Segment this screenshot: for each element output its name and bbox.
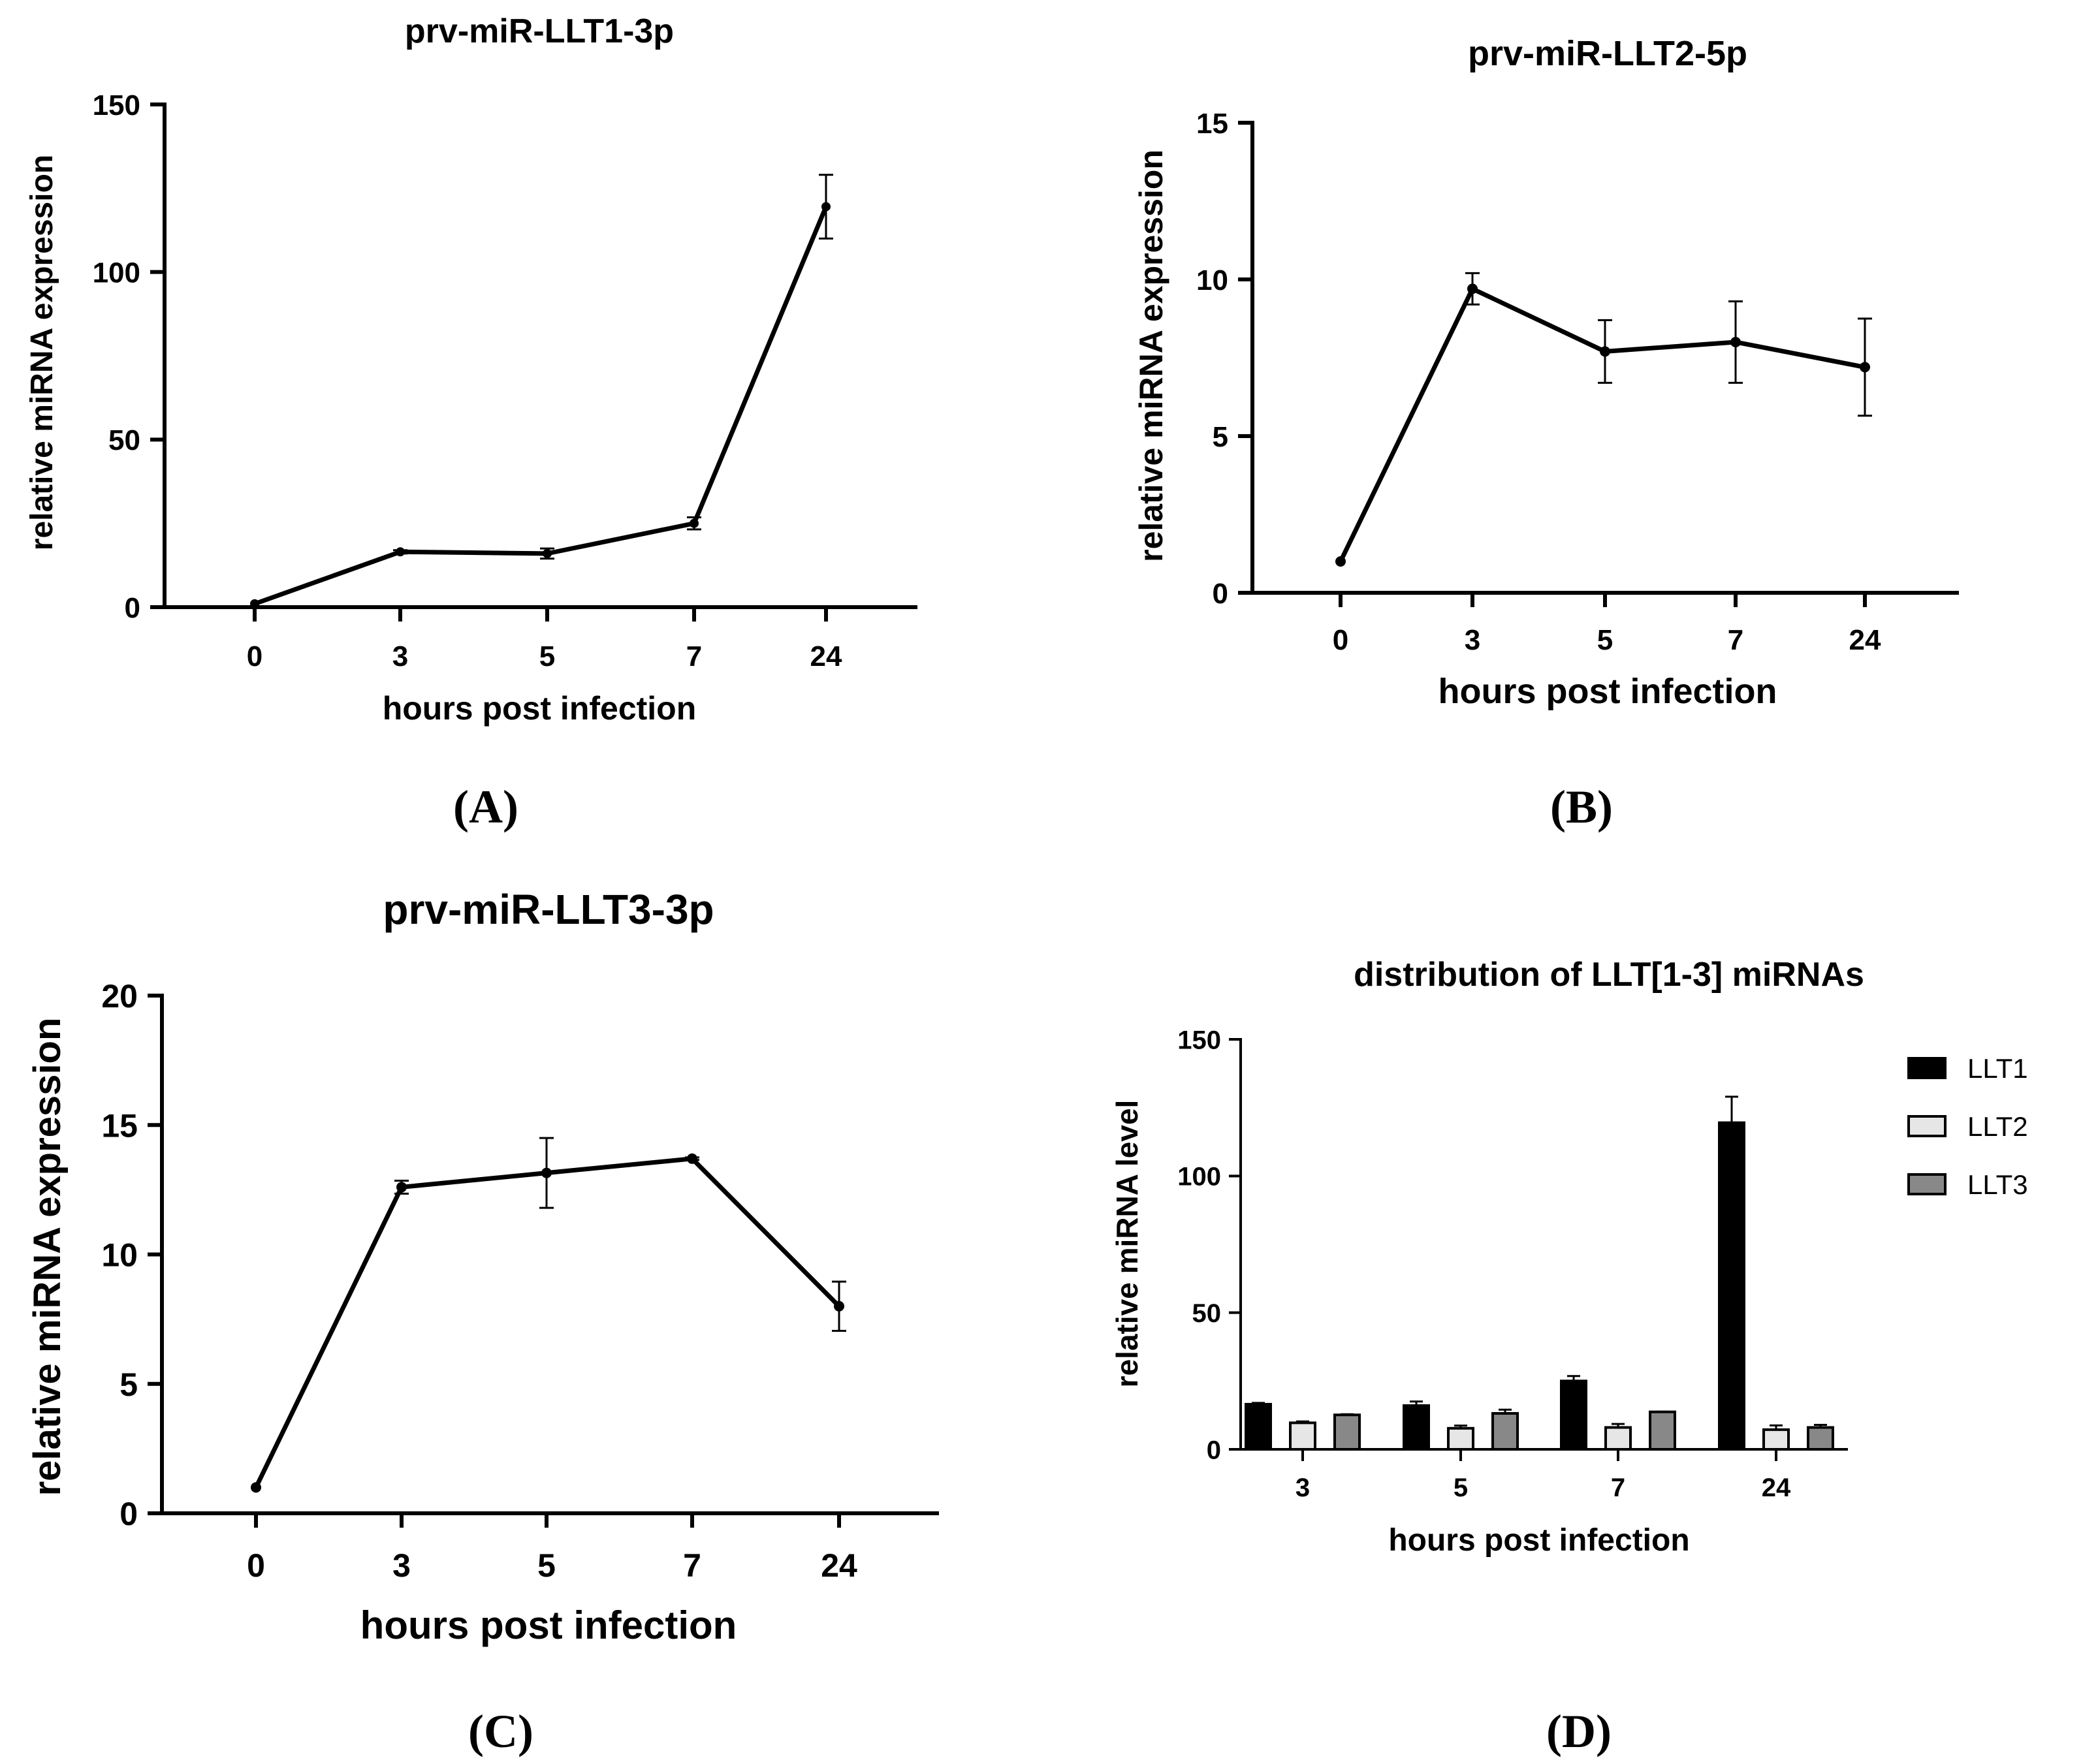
- chart-a-point: [396, 547, 405, 557]
- chart-b: prv-miR-LLT2-5p relative miRNA expressio…: [1133, 34, 1959, 833]
- chart-c-point: [541, 1167, 552, 1178]
- chart-d-bar-llt2: [1289, 1421, 1316, 1451]
- chart-b-x-tick-label: 24: [1849, 624, 1881, 656]
- chart-d-xlabel: hours post infection: [1388, 1523, 1689, 1558]
- chart-d-bar-llt3: [1807, 1426, 1834, 1451]
- chart-d-bar-llt2: [1762, 1428, 1790, 1451]
- chart-a-x-tick-label: 7: [686, 640, 702, 672]
- chart-d-x-tick-label: 7: [1611, 1473, 1625, 1502]
- chart-c-y-tick-label: 15: [101, 1107, 138, 1144]
- chart-a-xlabel: hours post infection: [383, 690, 697, 727]
- chart-d-bar-llt2: [1447, 1426, 1474, 1451]
- chart-d: distribution of LLT[1-3] miRNAs relative…: [1110, 956, 2028, 1757]
- chart-a-ylabel: relative miRNA expression: [25, 155, 59, 550]
- legend-label-llt3: LLT3: [1967, 1169, 2028, 1200]
- chart-a-point: [250, 599, 259, 608]
- chart-a-y-tick-label: 150: [93, 89, 140, 121]
- chart-b-point: [1467, 283, 1478, 294]
- chart-c-y-tick-label: 20: [101, 978, 138, 1015]
- chart-d-bar-llt3: [1333, 1413, 1361, 1451]
- chart-b-y-tick-label: 10: [1196, 264, 1228, 296]
- chart-c-point: [396, 1182, 407, 1193]
- chart-c-ylabel: relative miRNA expression: [26, 1018, 69, 1496]
- chart-a-title: prv-miR-LLT1-3p: [405, 12, 674, 50]
- chart-a-point: [690, 518, 699, 528]
- chart-c: prv-miR-LLT3-3p relative miRNA expressio…: [26, 886, 939, 1757]
- chart-d-x-tick-label: 5: [1454, 1473, 1468, 1502]
- chart-c-panel-label: (C): [468, 1705, 533, 1757]
- chart-a-y-tick-label: 100: [93, 257, 140, 289]
- chart-c-x-tick-label: 7: [683, 1547, 701, 1584]
- chart-b-ylabel: relative miRNA expression: [1133, 150, 1169, 562]
- chart-b-x-tick-label: 3: [1465, 624, 1480, 656]
- chart-c-point: [687, 1153, 697, 1164]
- chart-c-x-tick-label: 3: [392, 1547, 411, 1584]
- chart-b-y-tick-label: 5: [1213, 421, 1228, 453]
- chart-d-bar-llt1: [1245, 1402, 1272, 1451]
- chart-b-x-tick-label: 0: [1333, 624, 1348, 656]
- chart-c-xlabel: hours post infection: [360, 1603, 737, 1647]
- chart-b-panel-label: (B): [1550, 781, 1613, 833]
- chart-b-point: [1335, 556, 1346, 567]
- chart-d-bar-llt1: [1560, 1379, 1587, 1451]
- legend-swatch-llt3: [1907, 1173, 1947, 1195]
- chart-b-point: [1600, 346, 1610, 357]
- chart-c-x-tick-label: 5: [537, 1547, 556, 1584]
- chart-b-point: [1860, 362, 1870, 373]
- legend-swatch-llt1: [1907, 1057, 1947, 1079]
- chart-d-y-tick-label: 150: [1177, 1026, 1221, 1054]
- chart-d-x-tick-label: 24: [1762, 1473, 1791, 1502]
- legend-label-llt1: LLT1: [1967, 1053, 2028, 1084]
- chart-d-legend: LLT1 LLT2 LLT3: [1907, 1053, 2028, 1200]
- chart-d-bar-llt2: [1604, 1426, 1632, 1451]
- chart-d-panel-label: (D): [1546, 1705, 1612, 1757]
- chart-c-x-tick-label: 24: [821, 1547, 857, 1584]
- chart-a-x-tick-label: 0: [247, 640, 262, 672]
- chart-d-x-tick-label: 3: [1295, 1473, 1310, 1502]
- chart-a-point: [543, 548, 552, 558]
- chart-d-y-tick-label: 50: [1192, 1299, 1222, 1328]
- chart-d-y-tick-label: 0: [1207, 1436, 1221, 1464]
- chart-c-title: prv-miR-LLT3-3p: [383, 886, 714, 933]
- chart-d-bar-llt3: [1491, 1411, 1519, 1451]
- chart-a-x-tick-label: 24: [810, 640, 842, 672]
- chart-b-title: prv-miR-LLT2-5p: [1468, 34, 1747, 73]
- chart-b-point: [1730, 337, 1741, 347]
- chart-c-point: [251, 1482, 261, 1493]
- chart-d-ylabel: relative miRNA level: [1110, 1100, 1144, 1388]
- chart-a-point: [821, 202, 831, 212]
- chart-d-y-tick-label: 100: [1177, 1163, 1221, 1191]
- legend-swatch-llt2: [1907, 1115, 1947, 1137]
- chart-d-bar-llt1: [1718, 1121, 1745, 1451]
- chart-d-title: distribution of LLT[1-3] miRNAs: [1354, 956, 1864, 994]
- chart-c-point: [834, 1300, 844, 1312]
- chart-c-x-tick-label: 0: [247, 1547, 265, 1584]
- chart-b-xlabel: hours post infection: [1438, 672, 1777, 711]
- chart-a-panel-label: (A): [453, 781, 518, 833]
- chart-c-y-tick-label: 0: [119, 1496, 138, 1532]
- legend-label-llt2: LLT2: [1967, 1111, 2028, 1142]
- chart-a-y-tick-label: 0: [125, 592, 140, 624]
- chart-d-bar-llt3: [1649, 1410, 1676, 1451]
- chart-a-y-tick-label: 50: [108, 424, 140, 456]
- chart-b-y-tick-label: 0: [1213, 578, 1228, 610]
- chart-c-y-tick-label: 5: [119, 1366, 138, 1403]
- chart-c-y-tick-label: 10: [101, 1237, 138, 1274]
- chart-a-x-tick-label: 5: [539, 640, 555, 672]
- chart-a: prv-miR-LLT1-3p relative miRNA expressio…: [25, 12, 917, 833]
- chart-d-bar-llt1: [1403, 1404, 1430, 1451]
- chart-b-x-tick-label: 5: [1597, 624, 1613, 656]
- chart-a-x-tick-label: 3: [392, 640, 408, 672]
- chart-b-x-tick-label: 7: [1728, 624, 1743, 656]
- chart-b-y-tick-label: 15: [1196, 108, 1228, 140]
